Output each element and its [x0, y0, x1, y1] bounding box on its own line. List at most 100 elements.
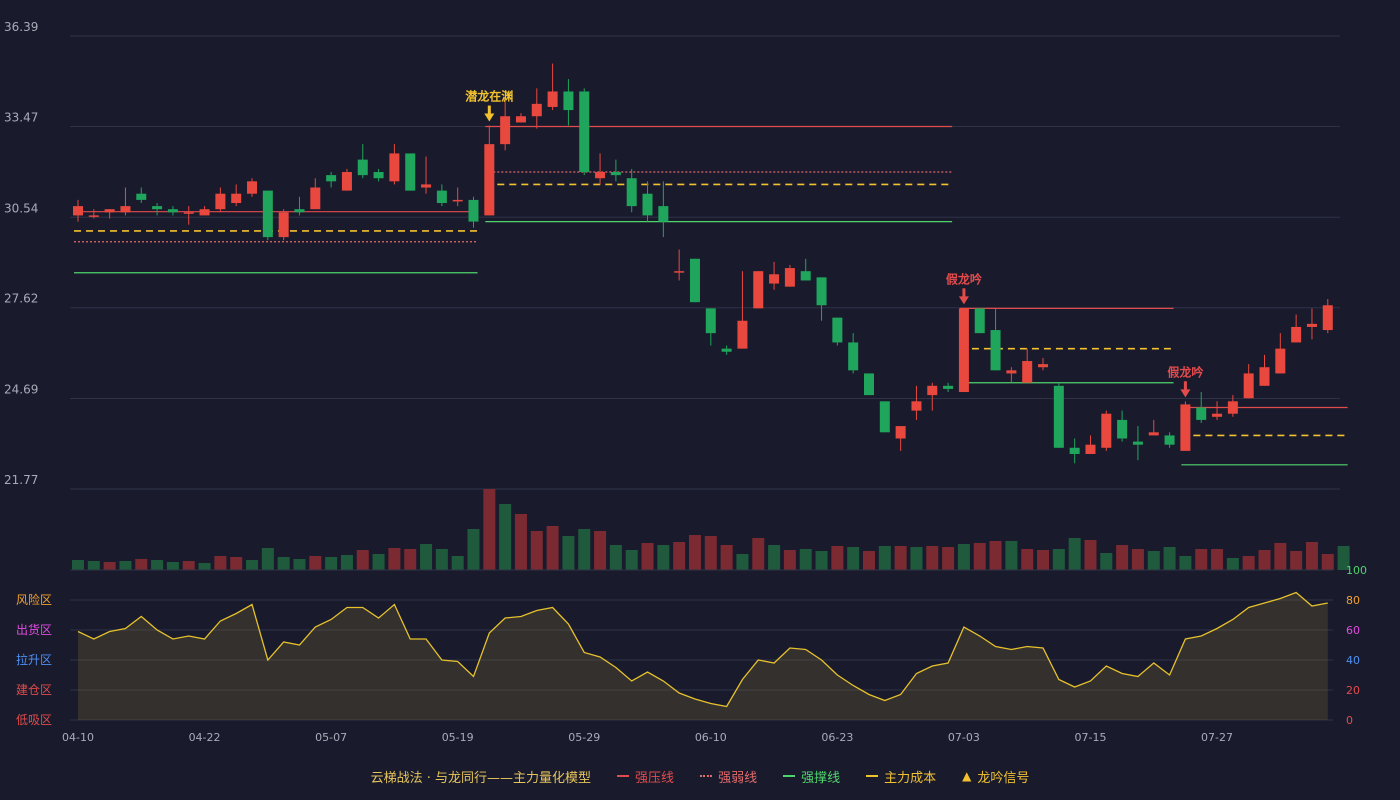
candle-body — [990, 330, 1001, 371]
candle-body — [278, 212, 289, 238]
volume-bar — [688, 535, 701, 570]
candle-body — [389, 153, 400, 182]
volume-bar — [404, 549, 417, 570]
date-tick-label: 05-19 — [442, 731, 474, 744]
candle-body — [1196, 407, 1207, 420]
signal-arrow-stem — [487, 105, 491, 115]
volume-bar — [783, 550, 796, 570]
indicator-tick-label: 80 — [1346, 594, 1360, 607]
candle-body — [800, 271, 811, 281]
volume-bar — [989, 541, 1002, 570]
volume-bar — [720, 545, 733, 570]
candle-body — [658, 206, 669, 222]
volume-bar — [372, 554, 385, 570]
volume-bar — [1100, 553, 1113, 570]
volume-bar — [1305, 542, 1318, 570]
volume-bar — [340, 555, 353, 570]
volume-bar — [1258, 550, 1271, 570]
candle-body — [547, 91, 558, 107]
volume-bar — [277, 557, 290, 570]
candle-body — [816, 277, 827, 306]
candle-body — [531, 103, 542, 117]
volume-bar — [815, 551, 828, 570]
grid — [70, 35, 1340, 490]
volume-bar — [214, 556, 227, 570]
volume-bar — [1005, 541, 1018, 570]
candle-body — [642, 193, 653, 216]
candle-body — [88, 215, 99, 217]
volume-bar — [388, 548, 401, 570]
volume-bar — [578, 529, 591, 570]
volume-bar — [1179, 556, 1192, 570]
zone-label: 建仓区 — [16, 683, 52, 697]
pressure-line-swatch — [617, 775, 630, 777]
volume-bar — [926, 546, 939, 570]
candle-body — [1180, 404, 1191, 451]
triangle-icon: ▲ — [962, 769, 972, 783]
candle-body — [958, 308, 969, 393]
legend-item-weak[interactable]: 强弱线 — [700, 767, 757, 786]
candle-body — [1069, 447, 1080, 454]
signal-label: 潜龙在渊 — [465, 89, 513, 104]
weak-line-swatch — [700, 775, 713, 777]
volume-bar — [1211, 549, 1224, 570]
candle-body — [373, 172, 384, 179]
candle-body — [721, 348, 732, 352]
candle-body — [1227, 401, 1238, 414]
candle-body — [705, 308, 716, 334]
volume-bar — [325, 557, 338, 570]
candle-body — [879, 401, 890, 433]
legend-item-pressure[interactable]: 强压线 — [617, 767, 674, 786]
candle-body — [1006, 370, 1017, 374]
candle-body — [421, 184, 432, 188]
legend-item-signal[interactable]: ▲ 龙吟信号 — [962, 769, 1030, 786]
candle-body — [832, 317, 843, 343]
legend-item-support[interactable]: 强撑线 — [783, 767, 840, 786]
cost-line-swatch — [866, 775, 879, 777]
candle-body — [405, 153, 416, 191]
signal-arrow-stem — [1183, 381, 1187, 391]
volume-bar — [1037, 550, 1050, 570]
volume-bar — [594, 531, 607, 570]
volume-bar — [799, 549, 812, 570]
date-tick-label: 05-29 — [568, 731, 600, 744]
volume-bar — [499, 504, 512, 570]
volume-bar — [151, 560, 164, 570]
volume-bar — [894, 546, 907, 570]
volume-bar — [198, 563, 211, 570]
volume-bar — [1116, 545, 1129, 570]
candle-body — [1101, 413, 1112, 448]
legend-item-cost[interactable]: 主力成本 — [866, 767, 936, 786]
candle-body — [1322, 305, 1333, 331]
candle-body — [1243, 373, 1254, 399]
volume-bar — [768, 545, 781, 570]
candle-body — [484, 144, 495, 216]
volume-bar — [119, 561, 132, 570]
volume-bar — [1321, 554, 1334, 570]
candle-body — [1275, 348, 1286, 374]
volume-bar — [87, 561, 100, 570]
volume-bar — [1084, 540, 1097, 570]
date-tick-label: 06-10 — [695, 731, 727, 744]
indicator-tick-label: 60 — [1346, 624, 1360, 637]
candle-body — [674, 271, 685, 273]
candle-body — [1085, 444, 1096, 454]
volume-bar — [657, 545, 670, 570]
volume-bar — [483, 489, 496, 570]
candle-body — [120, 206, 131, 213]
volume-bar — [1337, 546, 1350, 570]
volume-bar — [135, 559, 148, 570]
candle-body — [215, 193, 226, 210]
volume-bars — [72, 489, 1350, 570]
date-tick-label: 07-15 — [1074, 731, 1106, 744]
volume-bar — [641, 543, 654, 570]
candle-body — [247, 181, 258, 194]
volume-bar — [103, 562, 116, 570]
volume-bar — [704, 536, 717, 570]
volume-bar — [530, 531, 543, 570]
volume-bar — [230, 557, 243, 570]
zone-label: 拉升区 — [16, 652, 52, 667]
candle-body — [1259, 367, 1270, 386]
volume-bar — [546, 526, 559, 570]
date-tick-label: 04-10 — [62, 731, 94, 744]
